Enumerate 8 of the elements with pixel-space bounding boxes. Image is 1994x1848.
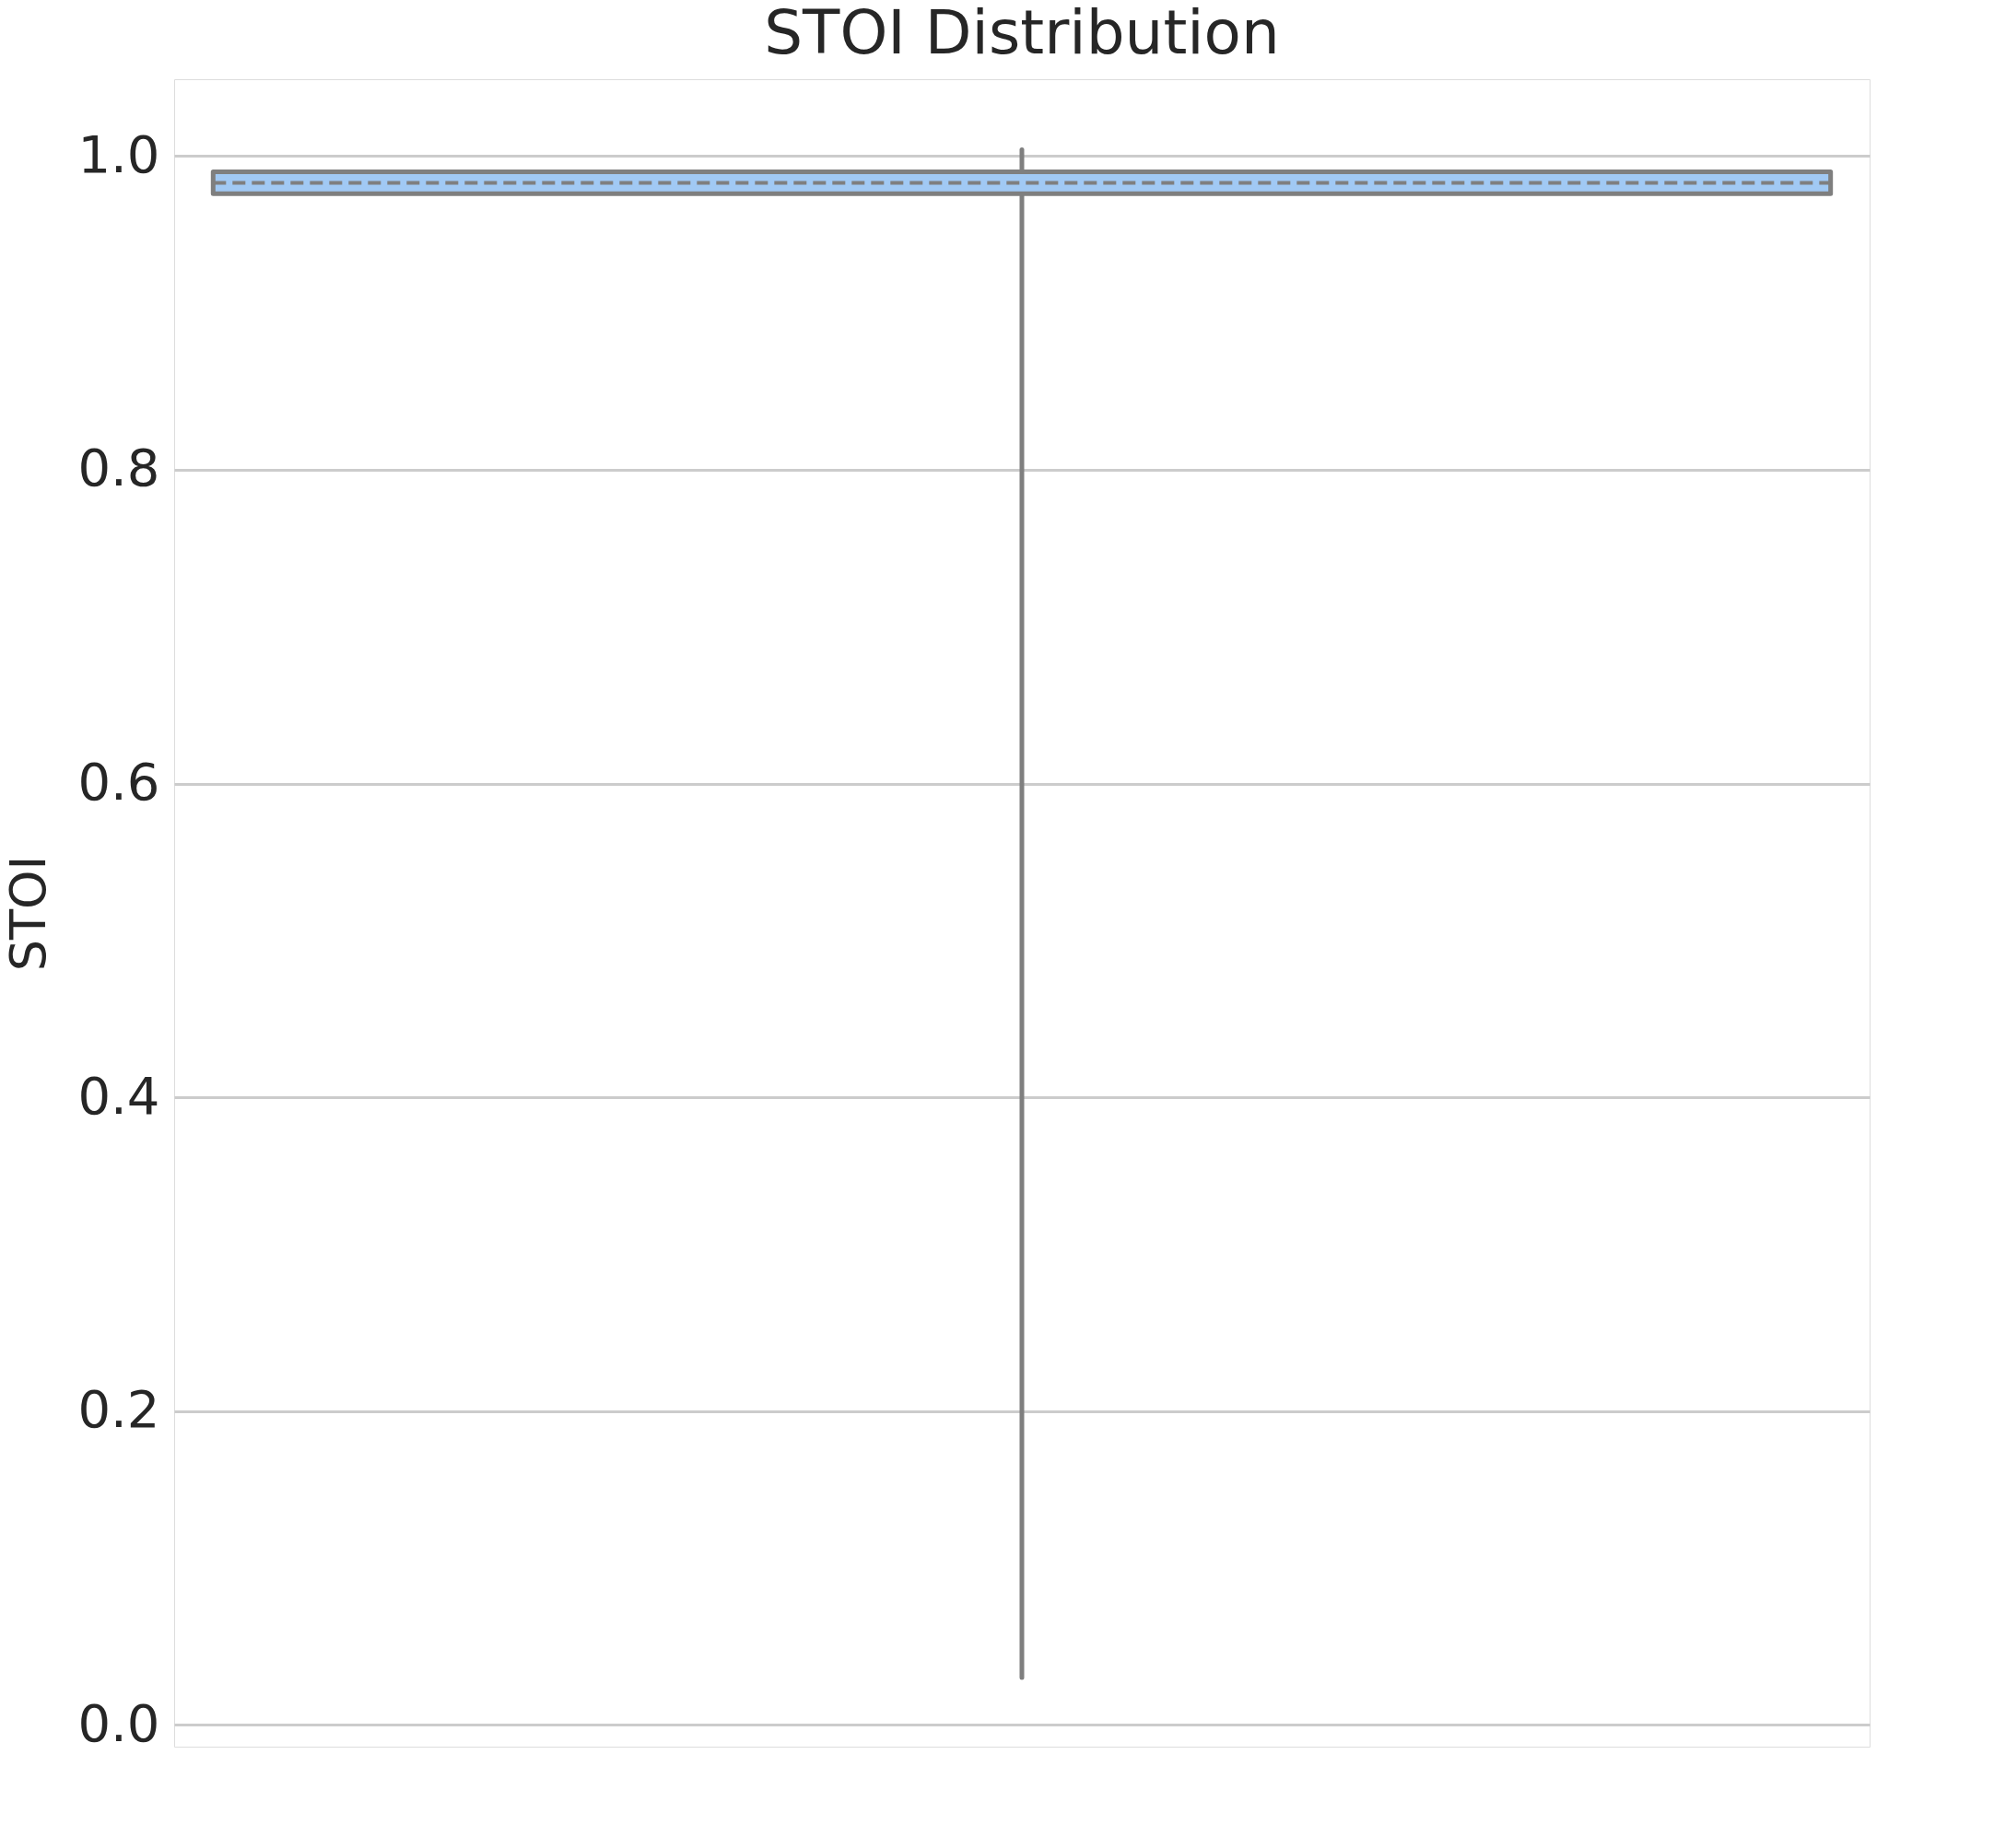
y-tick-label: 0.4	[77, 1065, 160, 1126]
y-tick-label: 1.0	[77, 123, 160, 184]
chart-title: STOI Distribution	[764, 0, 1280, 68]
y-axis-title: STOI	[0, 855, 58, 972]
y-tick-label: 0.2	[77, 1379, 160, 1440]
y-tick-label: 0.0	[77, 1692, 160, 1753]
y-tick-label: 0.8	[77, 438, 160, 498]
y-tick-label: 0.6	[77, 752, 160, 813]
